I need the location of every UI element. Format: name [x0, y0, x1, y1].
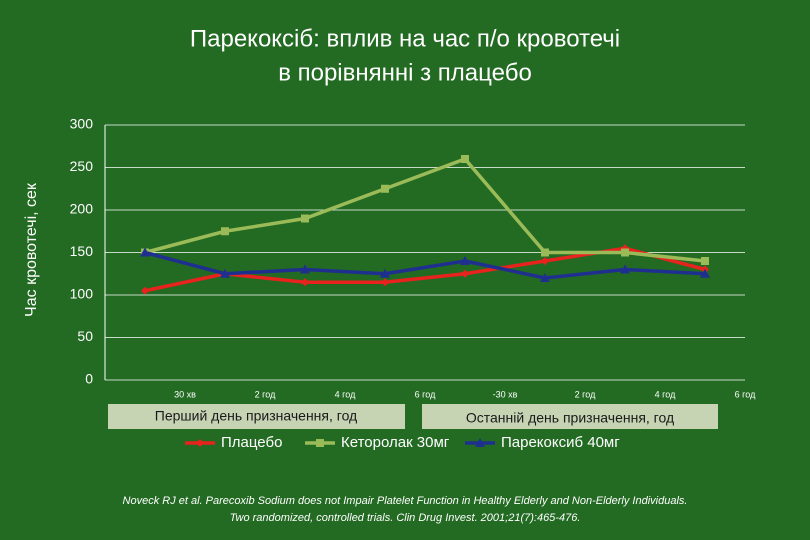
- y-axis-label: Час кровотечі, сек: [23, 182, 40, 317]
- x-tick-label: 6 год: [735, 389, 756, 399]
- data-point: [701, 257, 709, 265]
- y-tick-label: 300: [70, 116, 94, 132]
- y-tick-label: 100: [70, 286, 94, 302]
- data-point: [141, 286, 149, 295]
- y-tick-label: 250: [70, 158, 94, 174]
- data-point: [461, 155, 469, 163]
- y-tick-label: 150: [70, 243, 94, 259]
- legend-label: Плацебо: [221, 434, 282, 451]
- data-point: [301, 214, 309, 223]
- x-tick-label: 2 год: [575, 389, 596, 399]
- data-point: [621, 248, 629, 257]
- data-point: [620, 264, 630, 274]
- x-tick-label: 4 год: [655, 389, 676, 399]
- data-point: [541, 248, 549, 257]
- x-tick-label: -30 хв: [493, 389, 518, 399]
- data-point: [300, 264, 310, 274]
- data-point: [380, 268, 390, 278]
- legend-label: Парекоксиб 40мг: [501, 434, 620, 451]
- data-point: [221, 227, 229, 236]
- legend-marker: [475, 438, 485, 447]
- series-line: [144, 250, 706, 280]
- group-label: Останній день призначення, год: [466, 410, 674, 426]
- group-box: [108, 404, 405, 429]
- series-line: [144, 246, 706, 293]
- x-tick-label: 6 год: [415, 389, 436, 399]
- group-label: Перший день призначення, год: [155, 408, 357, 424]
- data-point: [540, 273, 550, 282]
- group-box: [422, 404, 718, 429]
- footnote: Noveck RJ et al. Parecoxib Sodium does n…: [123, 495, 688, 507]
- y-tick-label: 200: [70, 201, 94, 217]
- data-point: [460, 256, 470, 265]
- data-point: [301, 278, 309, 287]
- data-point: [700, 268, 710, 278]
- y-tick-label: 0: [85, 371, 93, 387]
- legend-marker: [196, 439, 204, 447]
- data-point: [541, 257, 549, 265]
- data-point: [220, 268, 230, 278]
- footnote: Two randomized, controlled trials. Clin …: [230, 512, 581, 524]
- data-point: [381, 184, 389, 193]
- x-tick-label: 30 хв: [174, 389, 196, 399]
- legend-marker: [316, 439, 324, 447]
- title: в порівнянні з плацебо: [278, 59, 532, 86]
- y-tick-label: 50: [77, 328, 93, 344]
- data-point: [461, 269, 469, 278]
- data-point: [140, 247, 150, 257]
- title: Парекоксіб: вплив на час п/о кровотечі: [190, 25, 620, 52]
- x-tick-label: 4 год: [335, 389, 356, 399]
- data-point: [381, 278, 389, 287]
- x-tick-label: 2 год: [255, 389, 276, 399]
- legend-label: Кеторолак 30мг: [341, 434, 450, 451]
- series-line: [144, 156, 706, 263]
